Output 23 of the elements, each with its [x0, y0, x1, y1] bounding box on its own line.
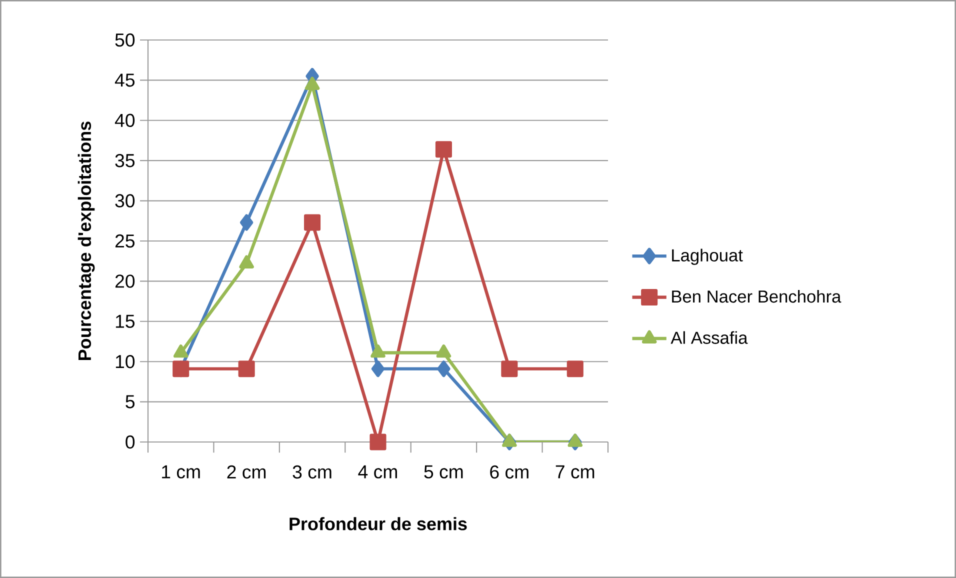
y-tick-label: 15 [116, 314, 135, 328]
x-tick-label: 5 cm [424, 465, 463, 478]
y-tick-label: 25 [115, 234, 135, 248]
y-tick-label: 0 [126, 435, 135, 449]
y-axis-title: Pourcentage d'exploitations [78, 122, 95, 360]
y-tick-label: 50 [115, 33, 135, 47]
x-tick-label: 7 cm [556, 465, 594, 478]
x-tick-label: 3 cm [292, 465, 332, 479]
y-tick-label: 45 [114, 74, 135, 87]
y-tick-label: 20 [115, 274, 135, 288]
y-tick-label: 5 [126, 395, 135, 408]
y-tick-label: 40 [114, 114, 135, 128]
y-tick-label: 30 [115, 194, 135, 208]
legend-label: Al Assafia [670, 331, 748, 344]
x-tick-label: 6 cm [490, 465, 528, 479]
x-tick-label: 2 cm [227, 465, 266, 479]
x-tick-label: 4 cm [358, 465, 397, 478]
legend-label: Ben Nacer Benchohra [672, 290, 842, 303]
y-tick-label: 10 [116, 354, 135, 368]
y-tick-label: 35 [115, 154, 135, 168]
x-tick-label: 1 cm [162, 465, 200, 478]
legend-label: Laghouat [672, 248, 743, 265]
x-axis-title: Profondeur de semis [290, 517, 467, 530]
